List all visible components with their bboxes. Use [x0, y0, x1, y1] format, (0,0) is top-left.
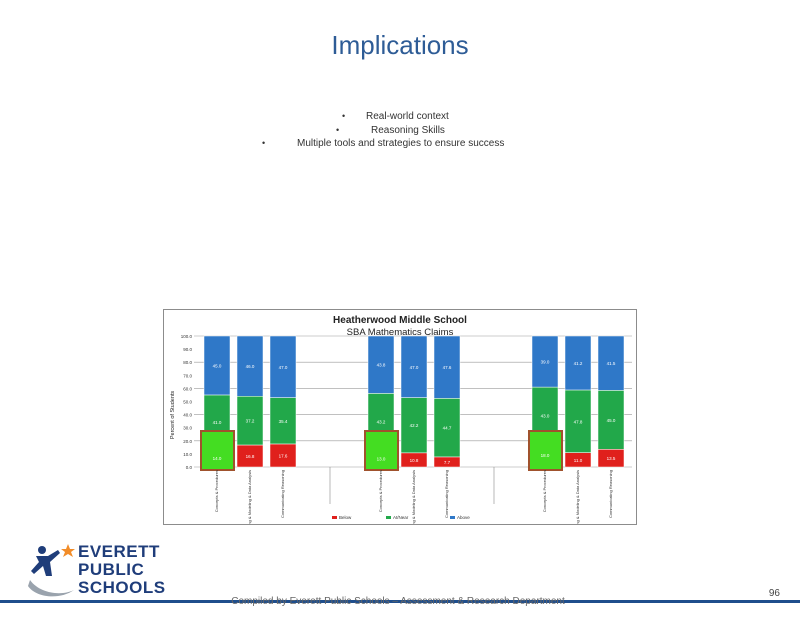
bar-segment-above	[433, 335, 461, 399]
y-tick-label: 90.0	[183, 347, 192, 352]
x-tick-label: Problem Solving & Modeling & Data Analys…	[247, 470, 252, 524]
logo-text-line: PUBLIC	[78, 560, 145, 579]
x-tick-label: Concepts & Procedures	[542, 470, 547, 512]
data-label: 35.4	[279, 419, 288, 424]
legend-swatch	[386, 516, 391, 519]
legend-swatch	[332, 516, 337, 519]
bar-segment-above	[564, 335, 592, 391]
data-label: 17.6	[279, 453, 288, 458]
bullet-mark: •	[262, 138, 266, 148]
footer-rule	[0, 600, 800, 603]
bar-segment-at-near	[564, 389, 592, 453]
y-axis-label: Percent of Students	[170, 391, 176, 440]
data-label: 18.0	[541, 453, 550, 458]
bar-segment-at-near	[597, 390, 625, 450]
chart-title: Heatherwood Middle School	[333, 315, 467, 326]
y-tick-label: 20.0	[183, 439, 192, 444]
bar-segment-above	[400, 335, 428, 398]
data-label: 47.8	[574, 419, 583, 424]
y-tick-label: 60.0	[183, 386, 192, 391]
y-tick-label: 40.0	[183, 413, 192, 418]
bullet-text: Reasoning Skills	[371, 124, 445, 136]
slide-title: Implications	[331, 30, 469, 60]
data-label: 42.2	[410, 423, 419, 428]
bullet-item: • Reasoning Skills	[0, 125, 800, 139]
bullet-list: • Real-world context • Reasoning Skills …	[0, 111, 800, 152]
data-label: 16.8	[246, 454, 255, 459]
logo-text-line: EVERETT	[78, 542, 160, 561]
bullet-text: Real-world context	[366, 111, 449, 122]
bullet-item: • Multiple tools and strategies to ensur…	[0, 138, 800, 152]
data-label: 44.7	[443, 426, 452, 431]
data-label: 47.6	[443, 365, 452, 370]
y-tick-label: 10.0	[183, 452, 192, 457]
data-label: 37.2	[246, 419, 255, 424]
data-label: 47.0	[410, 365, 419, 370]
page-number: 96	[768, 588, 780, 599]
data-label: 14.0	[213, 456, 222, 461]
bar-segment-above	[236, 335, 264, 397]
data-label: 43.8	[377, 363, 386, 368]
bar-segment-at-near	[400, 397, 428, 454]
bullet-mark: •	[342, 111, 346, 121]
bar-segment-above	[269, 335, 297, 398]
x-tick-label: Problem Solving & Modeling & Data Analys…	[411, 470, 416, 524]
logo-text-line: SCHOOLS	[78, 578, 166, 597]
data-label: 11.0	[574, 458, 583, 463]
highlight-box	[200, 430, 235, 471]
data-label: 10.8	[410, 458, 419, 463]
x-tick-label: Concepts & Procedures	[378, 470, 383, 512]
data-label: 41.2	[574, 361, 583, 366]
data-label: 43.0	[541, 413, 550, 418]
highlight-box	[528, 430, 563, 471]
data-label: 43.2	[377, 420, 386, 425]
bar-segment-at-near	[269, 397, 297, 445]
y-tick-label: 70.0	[183, 373, 192, 378]
bar-segment-at-near	[236, 396, 264, 446]
legend-label: Below	[339, 515, 352, 520]
bar-segment-at-near	[433, 398, 461, 458]
data-label: 45.0	[213, 363, 222, 368]
data-label: 46.0	[246, 364, 255, 369]
y-tick-label: 50.0	[183, 400, 192, 405]
x-tick-label: Communicating Reasoning	[280, 470, 285, 518]
chart-subtitle: SBA Mathematics Claims	[347, 327, 454, 338]
legend-swatch	[450, 516, 455, 519]
bullet-mark: •	[336, 124, 340, 135]
data-label: 41.0	[213, 420, 222, 425]
legend-label: At/Near	[393, 515, 409, 520]
data-label: 41.5	[607, 361, 616, 366]
sba-claims-chart: Heatherwood Middle School SBA Mathematic…	[170, 315, 632, 524]
y-tick-label: 0.0	[186, 465, 193, 470]
footer-credit: Compiled by Everett Public Schools – Ass…	[231, 596, 565, 607]
x-tick-label: Communicating Reasoning	[444, 470, 449, 518]
bar-segment-above	[367, 335, 395, 394]
x-tick-label: Problem Solving & Modeling & Data Analys…	[575, 470, 580, 524]
chart-frame: Heatherwood Middle School SBA Mathematic…	[163, 309, 637, 525]
highlight-box	[364, 430, 399, 471]
data-label: 7.7	[444, 460, 451, 465]
everett-public-schools-logo: EVERETT PUBLIC SCHOOLS	[22, 540, 172, 602]
y-tick-label: 30.0	[183, 426, 192, 431]
x-tick-label: Concepts & Procedures	[214, 470, 219, 512]
data-label: 13.5	[607, 456, 616, 461]
data-label: 39.0	[541, 360, 550, 365]
logo-figure-icon	[28, 544, 75, 597]
bullet-text: Multiple tools and strategies to ensure …	[297, 138, 505, 149]
data-label: 45.0	[607, 418, 616, 423]
y-tick-label: 100.0	[181, 334, 193, 339]
data-label: 13.0	[377, 456, 386, 461]
bullet-item: • Real-world context	[0, 111, 800, 125]
bar-segment-above	[531, 335, 559, 388]
y-tick-label: 80.0	[183, 360, 192, 365]
x-tick-label: Communicating Reasoning	[608, 470, 613, 518]
legend-label: Above	[457, 515, 470, 520]
bar-segment-above	[597, 335, 625, 391]
bar-segment-above	[203, 335, 231, 396]
data-label: 47.0	[279, 365, 288, 370]
